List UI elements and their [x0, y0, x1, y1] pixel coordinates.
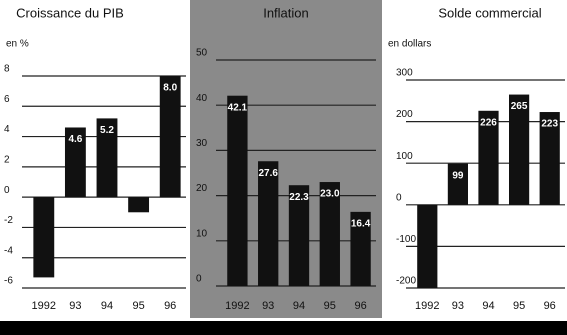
- value-label: 27.6: [258, 168, 278, 179]
- y-tick-label: 300: [396, 68, 413, 79]
- y-tick-label: -4: [4, 245, 13, 256]
- value-label: 22.3: [289, 192, 309, 203]
- bar: [288, 185, 310, 286]
- bar: [319, 182, 340, 286]
- y-tick-label: 50: [196, 48, 208, 59]
- x-tick-label: 96: [164, 300, 176, 312]
- y-tick-label: 2: [4, 154, 10, 165]
- panel-background: [190, 0, 382, 318]
- bar: [128, 197, 150, 213]
- bar: [509, 94, 530, 205]
- y-tick-label: 8: [4, 64, 10, 75]
- chart-title: Croissance du PIB: [16, 5, 124, 20]
- x-tick-label: 1992: [415, 300, 439, 312]
- bar: [417, 204, 438, 288]
- x-tick-label: 1992: [32, 300, 56, 312]
- y-tick-label: 100: [396, 151, 413, 162]
- value-label: 8.0: [163, 83, 177, 94]
- y-tick-label: 30: [196, 138, 208, 149]
- y-axis-label: en dollars: [388, 39, 431, 50]
- x-tick-label: 94: [482, 300, 494, 312]
- x-tick-label: 95: [132, 300, 144, 312]
- x-tick-label: 95: [324, 300, 336, 312]
- y-tick-label: 0: [4, 185, 10, 196]
- x-tick-label: 94: [293, 300, 305, 312]
- y-tick-label: 6: [4, 94, 10, 105]
- value-label: 5.2: [100, 125, 114, 136]
- chart-title: Solde commercial: [438, 5, 541, 20]
- y-tick-label: 200: [396, 109, 413, 120]
- bar: [447, 163, 468, 205]
- bar: [258, 161, 279, 286]
- value-label: 4.6: [68, 134, 82, 145]
- x-tick-label: 1992: [225, 300, 249, 312]
- x-tick-label: 96: [354, 300, 366, 312]
- value-label: 99: [452, 170, 464, 181]
- y-tick-label: 0: [396, 192, 402, 203]
- value-label: 223: [541, 119, 558, 130]
- x-tick-label: 93: [69, 300, 81, 312]
- y-tick-label: -200: [396, 276, 416, 287]
- chart-title: Inflation: [263, 5, 309, 20]
- x-tick-label: 94: [101, 300, 113, 312]
- value-label: 16.4: [351, 219, 371, 230]
- bar: [33, 197, 55, 278]
- bar: [96, 118, 118, 198]
- x-tick-label: 93: [262, 300, 274, 312]
- y-tick-label: -6: [4, 276, 13, 287]
- y-axis-label: en %: [6, 39, 29, 50]
- y-tick-label: -2: [4, 215, 13, 226]
- bar: [227, 95, 248, 286]
- y-tick-label: 20: [196, 183, 208, 194]
- x-tick-label: 96: [544, 300, 556, 312]
- bar: [64, 127, 86, 198]
- value-label: 265: [511, 101, 528, 112]
- y-tick-label: -100: [396, 234, 416, 245]
- y-tick-label: 10: [196, 228, 208, 239]
- x-tick-label: 93: [452, 300, 464, 312]
- value-label: 23.0: [320, 189, 340, 200]
- value-label: 226: [480, 117, 497, 128]
- x-tick-label: 95: [513, 300, 525, 312]
- y-tick-label: 40: [196, 93, 208, 104]
- bar: [478, 110, 499, 205]
- y-tick-label: 4: [4, 124, 10, 135]
- bar: [159, 76, 181, 198]
- bottom-rule: [0, 321, 567, 335]
- value-label: 42.1: [228, 102, 248, 113]
- bar: [350, 211, 371, 286]
- y-tick-label: 0: [196, 274, 202, 285]
- bar: [539, 112, 560, 205]
